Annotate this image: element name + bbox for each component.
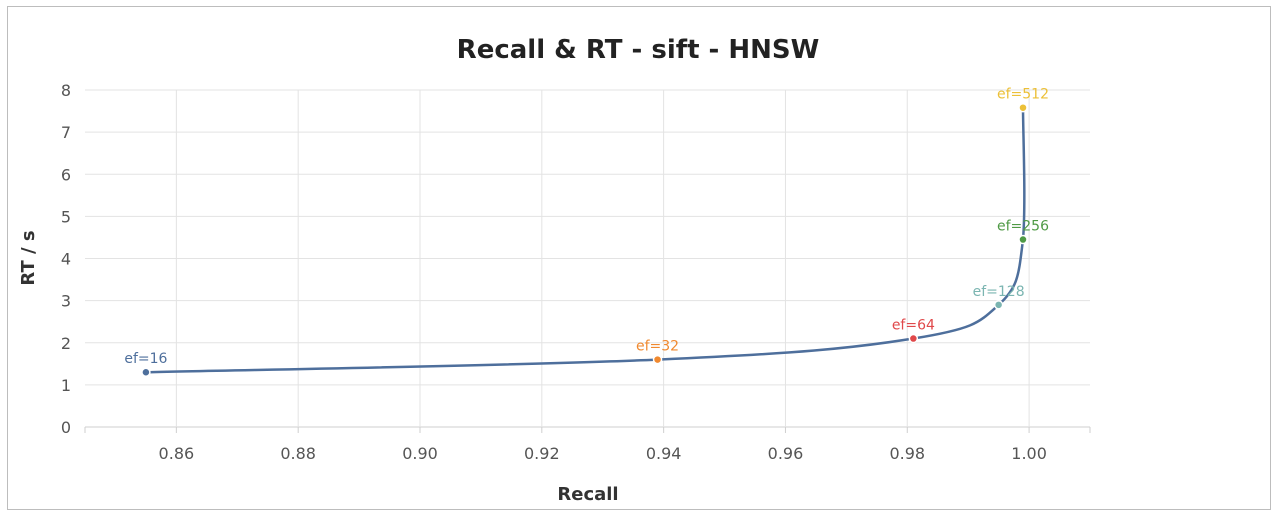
data-point <box>1018 234 1028 245</box>
data-point <box>141 367 151 377</box>
point-label: ef=16 <box>124 351 167 367</box>
y-tick-label: 7 <box>61 123 71 142</box>
y-tick-label: 2 <box>61 334 71 353</box>
x-tick-label: 0.88 <box>280 444 316 463</box>
y-axis-title: RT / s <box>18 230 39 285</box>
data-point <box>908 333 919 344</box>
data-point <box>993 300 1004 310</box>
y-tick-label: 8 <box>61 81 71 100</box>
x-axis-title: Recall <box>557 484 618 505</box>
x-tick-label: 1.00 <box>1011 444 1047 463</box>
x-tick-label: 0.96 <box>768 444 804 463</box>
point-label: ef=32 <box>636 339 679 355</box>
y-tick-label: 1 <box>61 376 71 395</box>
x-tick-label: 0.94 <box>646 444 682 463</box>
data-point <box>1018 102 1028 113</box>
y-axis-ticks: 0 1 2 3 4 5 6 7 8 <box>61 81 71 437</box>
chart-title: Recall & RT - sift - HNSW <box>457 35 820 65</box>
grid-layer <box>84 89 1091 433</box>
y-tick-label: 6 <box>61 165 71 184</box>
point-label: ef=128 <box>973 284 1025 300</box>
point-labels: ef=16 ef=32 ef=64 ef=128 ef=256 ef=512 <box>124 87 1049 368</box>
data-point <box>652 354 663 365</box>
y-tick-label: 0 <box>61 418 71 437</box>
point-label: ef=64 <box>892 318 935 334</box>
x-tick-label: 0.90 <box>402 444 438 463</box>
y-tick-label: 4 <box>61 250 71 269</box>
point-label: ef=256 <box>997 219 1049 235</box>
point-label: ef=512 <box>997 87 1049 103</box>
data-points <box>141 102 1028 377</box>
x-axis-ticks: 0.86 0.88 0.90 0.92 0.94 0.96 0.98 1.00 <box>159 444 1047 463</box>
y-tick-label: 3 <box>61 292 71 311</box>
x-tick-label: 0.92 <box>524 444 560 463</box>
y-tick-label: 5 <box>61 207 71 226</box>
x-tick-label: 0.86 <box>159 444 195 463</box>
x-tick-label: 0.98 <box>889 444 925 463</box>
